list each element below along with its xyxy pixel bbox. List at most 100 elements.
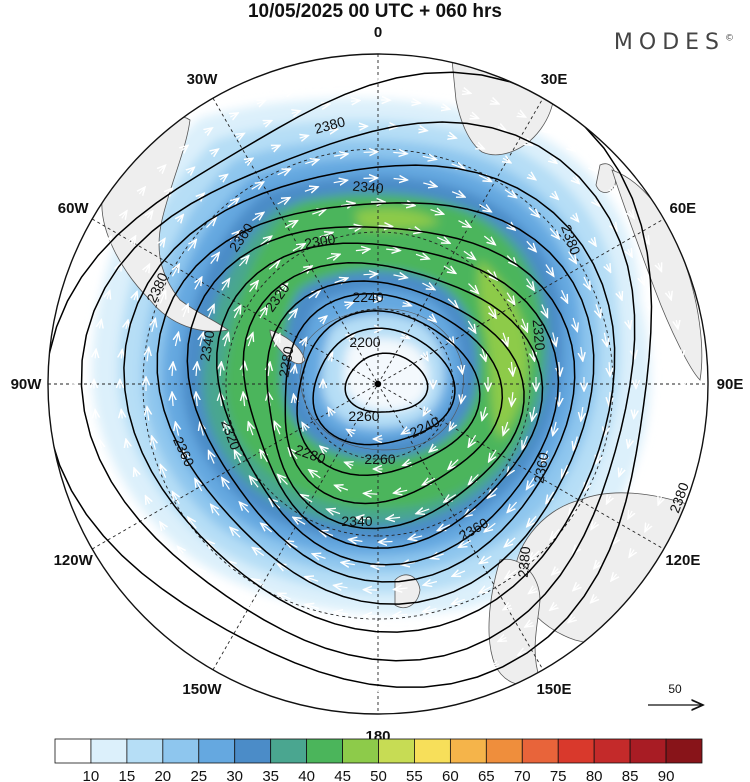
wind-vector [268,362,270,377]
wind-vector [302,338,307,346]
wind-vector [126,320,128,329]
colorbar-label: 55 [406,768,423,782]
wind-vector [489,449,497,462]
colorbar-swatch [126,738,164,764]
contour-line [312,327,456,446]
colorbar-swatch [90,738,128,764]
wind-vector [468,434,475,447]
wind-vector [300,136,309,139]
wind-vector [220,588,227,593]
wind-vector [341,203,355,205]
wind-vector [470,650,479,653]
wind-vector [449,423,454,431]
wind-vector [461,365,463,374]
wind-vector [403,462,412,465]
contour-label-text: 2380 [313,113,347,137]
colorbar-swatch [54,738,92,764]
wind-vector [607,496,611,504]
wind-vector [476,619,484,623]
wind-vector [159,165,165,171]
wind-vector [562,289,568,303]
wind-vector [350,101,360,102]
wind-vector [411,102,420,103]
wind-vector [131,524,136,532]
wind-vector [126,439,128,448]
wind-vector [196,362,197,376]
wind-vector [423,183,437,187]
wind-vector [344,687,353,688]
wind-vector [525,141,533,146]
wind-vector [658,263,661,271]
wind-vector [243,392,245,407]
wind-vector [532,406,535,421]
wind-vector [423,408,428,416]
longitude-label-90e: 90E [717,376,744,393]
wind-vector [230,527,241,538]
wind-vector [160,290,165,304]
wind-vector [284,221,297,228]
wind-vector [378,226,393,227]
wind-vector [591,239,596,247]
colorbar-label: 45 [334,768,351,782]
wind-vector [210,253,220,264]
wind-vector [607,264,611,272]
wind-vector [261,523,273,533]
wind-vector [107,291,110,300]
wind-vector [85,291,88,300]
wind-vector [198,569,205,575]
wind-vector [100,320,102,329]
wind-vector [518,651,526,655]
wind-vector [573,317,577,332]
longitude-label-150e: 150E [536,681,571,698]
wind-vector [503,158,511,163]
wind-vector [415,254,429,259]
contour-label-text: 2360 [530,451,551,485]
wind-vector [651,454,653,463]
wind-vector [274,421,280,435]
wind-vector [596,450,600,464]
wind-vector [433,682,442,684]
colorbar-label: 15 [119,768,136,782]
contour-label-2320: 2320 [530,319,549,352]
wind-vector [468,320,475,333]
wind-vector [573,584,580,590]
wind-vector [619,292,622,301]
wind-vector [107,524,111,532]
wind-vector [335,485,349,490]
wind-vector [188,167,195,173]
colorbar-swatch [306,738,343,764]
colorbar-swatch [557,738,595,764]
wind-vector [511,392,513,406]
wind-vector [293,517,306,524]
wind-vector [305,577,319,582]
wind-vector [506,292,515,305]
wind-vector [278,475,288,485]
wind-vector [658,497,661,505]
wind-vector [183,304,188,318]
contour-label-2380: 2380 [313,113,347,137]
wind-vector [550,605,557,611]
colorbar-label: 70 [514,768,531,782]
landmass-new-zealand [394,574,421,609]
wind-vector [550,528,560,540]
contour-label-2240: 2240 [352,289,383,305]
wind-vector [356,517,370,519]
wind-vector [334,585,348,588]
contour-label-text: 2200 [349,334,380,350]
wind-vector [634,409,635,419]
contour-label-2360: 2360 [530,451,551,485]
longitude-label-60w: 60W [58,200,90,217]
wind-vector [74,350,75,359]
wind-vector [237,133,245,137]
wind-vector [581,407,583,421]
wind-vector [518,113,526,117]
wind-vector [542,304,548,318]
wind-vector [488,305,496,318]
wind-vector [328,353,333,361]
wind-vector [245,605,253,610]
longitude-label-120w: 120W [54,552,94,569]
wind-vector [252,548,265,557]
wind-vector [334,154,348,156]
wind-vector [195,277,202,290]
